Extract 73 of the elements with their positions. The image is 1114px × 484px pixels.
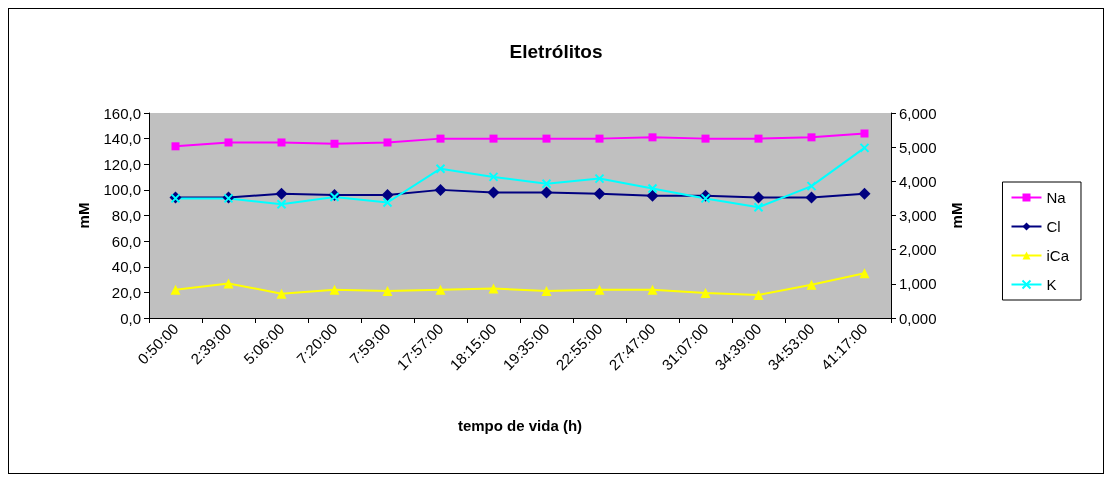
legend-label: iCa [1046, 247, 1070, 264]
y2-axis-title: mM [948, 202, 965, 229]
point [223, 278, 234, 289]
legend-label: K [1046, 276, 1057, 293]
y2-tick-label: 0,000 [899, 309, 937, 327]
y2-tick-label: 4,000 [899, 172, 937, 190]
point [859, 268, 870, 279]
point [805, 191, 818, 204]
y-tick-label: 80,0 [111, 207, 141, 224]
point [540, 186, 553, 199]
y2-tick-label: 1,000 [899, 275, 937, 293]
y-axis-title: mM [75, 202, 92, 229]
point [753, 289, 764, 300]
point [224, 138, 233, 147]
point [329, 284, 340, 295]
point [753, 202, 764, 213]
point [594, 173, 605, 184]
y-tick-label: 0,0 [120, 309, 141, 327]
point [435, 284, 446, 295]
point [435, 163, 446, 174]
y2-tick-label: 5,000 [899, 138, 937, 156]
point [436, 134, 445, 143]
x-axis-title: tempo de vida (h) [457, 417, 583, 434]
point [859, 142, 870, 153]
point [701, 134, 710, 143]
legend-label: Cl [1046, 218, 1061, 235]
y-tick-label: 160,0 [103, 104, 141, 122]
point [541, 178, 552, 189]
point [170, 284, 181, 295]
point [806, 181, 817, 192]
point [382, 197, 393, 208]
point [542, 134, 551, 143]
point [330, 139, 339, 148]
point [806, 279, 817, 290]
point [700, 193, 711, 204]
point [858, 187, 871, 200]
point [647, 284, 658, 295]
y-tick-label: 40,0 [111, 258, 141, 276]
point [594, 284, 605, 295]
point [276, 288, 287, 299]
point [860, 129, 869, 138]
y-tick-label: 140,0 [103, 130, 141, 148]
point [487, 186, 500, 199]
legend-label: Na [1046, 189, 1067, 206]
point [171, 142, 180, 151]
point [382, 286, 393, 297]
chart-title: Eletrólitos [509, 41, 603, 62]
y-tick-label: 100,0 [103, 181, 141, 199]
point [277, 138, 286, 147]
point [646, 189, 659, 202]
point [489, 134, 498, 143]
point [648, 133, 657, 142]
y-tick-label: 20,0 [111, 283, 141, 301]
y2-tick-label: 3,000 [899, 207, 937, 224]
y-tick-label: 60,0 [111, 232, 141, 250]
point [754, 134, 763, 143]
point [595, 134, 604, 143]
point [488, 171, 499, 182]
point [807, 133, 816, 142]
point [647, 183, 658, 194]
point [383, 138, 392, 147]
point [488, 283, 499, 294]
y-tick-label: 120,0 [103, 155, 141, 173]
point [752, 191, 765, 204]
point [381, 189, 394, 201]
point [276, 199, 287, 210]
point [434, 183, 447, 196]
point [275, 187, 288, 200]
y2-tick-label: 2,000 [899, 241, 937, 259]
point [541, 286, 552, 297]
y2-tick-label: 6,000 [899, 104, 937, 122]
point [593, 187, 606, 200]
point [700, 288, 711, 299]
